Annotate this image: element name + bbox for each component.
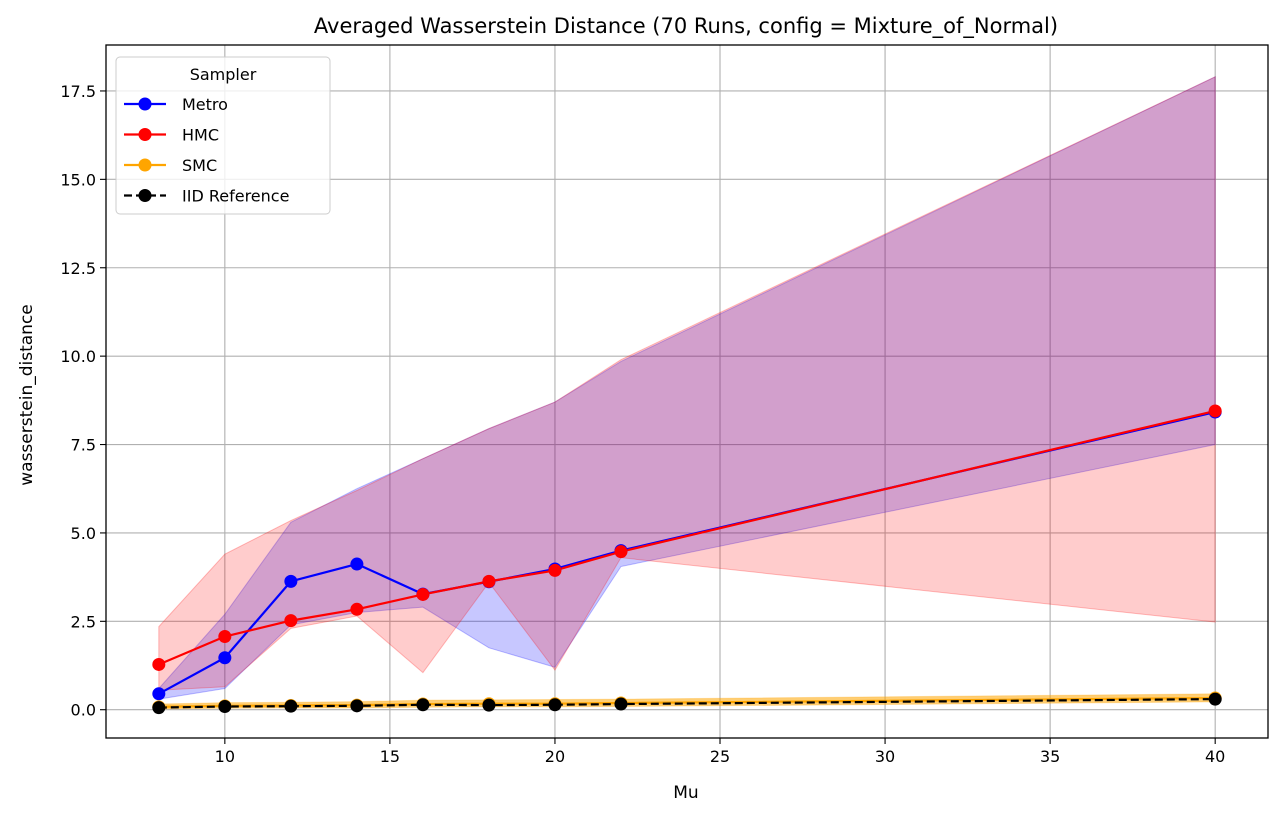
point-metro <box>152 687 166 701</box>
point-hmc <box>350 602 364 616</box>
point-metro <box>218 651 232 665</box>
point-hmc <box>1208 404 1222 418</box>
legend-label-smc: SMC <box>182 156 217 175</box>
point-iid-reference <box>614 697 628 711</box>
point-metro <box>284 574 298 588</box>
legend: Sampler Metro HMC SMC IID Reference <box>115 56 331 215</box>
y-axis-label: wasserstein_distance <box>17 304 37 486</box>
y-tick-label: 7.5 <box>71 436 96 455</box>
point-iid-reference <box>416 698 430 712</box>
series-markers <box>152 404 1222 715</box>
x-tick-label: 35 <box>1040 747 1060 766</box>
y-axis-ticks: 0.0 2.5 5.0 7.5 10.0 12.5 15.0 17.5 <box>60 82 106 720</box>
legend-title: Sampler <box>190 65 257 84</box>
legend-label-metro: Metro <box>182 95 228 114</box>
x-tick-label: 10 <box>215 747 235 766</box>
point-iid-reference <box>218 700 232 714</box>
plot-frame <box>105 44 1269 739</box>
point-metro <box>350 557 364 571</box>
grid-lines <box>106 45 1268 738</box>
point-iid-reference <box>482 698 496 712</box>
legend-marker-hmc <box>138 128 152 141</box>
x-axis-ticks: 10 15 20 25 30 35 40 <box>215 738 1225 766</box>
point-hmc <box>614 545 628 559</box>
y-tick-label: 17.5 <box>60 82 96 101</box>
point-iid-reference <box>284 699 298 713</box>
point-hmc <box>548 563 562 577</box>
point-hmc <box>218 630 232 644</box>
y-tick-label: 10.0 <box>60 347 96 366</box>
legend-marker-metro <box>138 97 152 111</box>
x-tick-label: 40 <box>1205 747 1225 766</box>
point-iid-reference <box>1208 692 1222 706</box>
legend-marker-smc <box>138 158 152 172</box>
x-tick-label: 20 <box>545 747 565 766</box>
y-tick-label: 12.5 <box>60 259 96 278</box>
point-iid-reference <box>152 701 166 715</box>
x-tick-label: 30 <box>875 747 895 766</box>
legend-box <box>115 56 331 215</box>
point-hmc <box>482 574 496 588</box>
legend-label-iid-reference: IID Reference <box>182 187 289 206</box>
x-axis-label: Mu <box>673 783 698 803</box>
y-tick-label: 5.0 <box>71 524 96 543</box>
point-hmc <box>284 614 298 628</box>
x-tick-label: 15 <box>380 747 400 766</box>
y-tick-label: 0.0 <box>71 701 96 720</box>
point-hmc <box>152 657 166 671</box>
point-hmc <box>416 587 430 601</box>
point-iid-reference <box>350 699 364 713</box>
band-hmc <box>158 76 1216 691</box>
point-iid-reference <box>548 698 562 712</box>
chart-title: Averaged Wasserstein Distance (70 Runs, … <box>314 14 1058 39</box>
y-tick-label: 2.5 <box>71 612 96 631</box>
x-tick-label: 25 <box>710 747 730 766</box>
legend-marker-iid-reference <box>138 189 152 202</box>
y-tick-label: 15.0 <box>60 170 96 189</box>
legend-label-hmc: HMC <box>182 126 219 145</box>
